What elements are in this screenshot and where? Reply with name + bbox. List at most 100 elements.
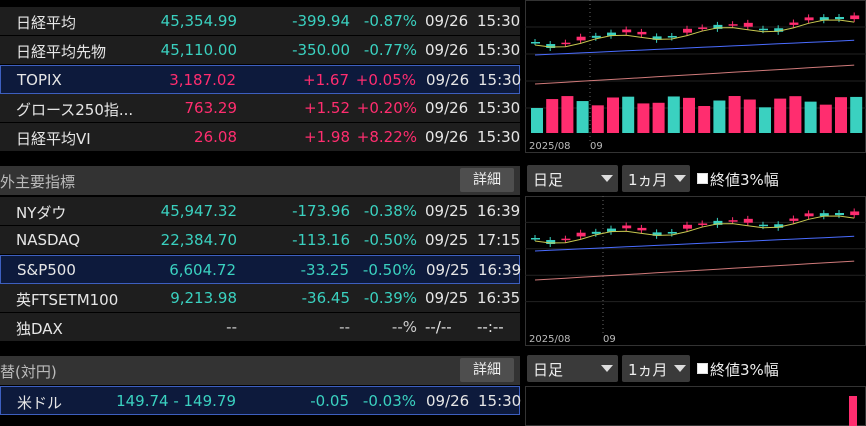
cell: 26.08 [194, 128, 237, 146]
cell: -113.16 [292, 231, 350, 249]
cell: +1.67 [303, 71, 349, 89]
quote-row[interactable]: 英FTSETM100 9,213.98 -36.45 -0.39% 09/25 16:35 [0, 284, 520, 313]
chart-shape [759, 107, 771, 133]
quote-row[interactable]: TOPIX 3,187.02 +1.67 +0.05% 09/26 15:30 [0, 65, 522, 94]
quote-row[interactable]: 日経平均先物 45,110.00 -350.00 -0.77% 09/26 15:30 [0, 36, 520, 65]
chart-shape [525, 196, 866, 346]
chart-shape [622, 29, 632, 33]
chart-shape [591, 35, 601, 38]
cell: 9,213.98 [170, 289, 237, 307]
quote-row[interactable]: NYダウ 45,947.32 -173.96 -0.38% 09/25 16:39 [0, 197, 520, 226]
chart-shape [534, 64, 855, 85]
cell: 15:30 [477, 128, 521, 146]
cell: +0.05% [355, 71, 416, 89]
mini-chart: 2025/08 09 [525, 0, 866, 153]
cell: 15:30 [477, 99, 521, 117]
chart-shape [759, 28, 768, 31]
cell: 763.29 [184, 99, 238, 117]
interval-dropdown[interactable]: 日足 [527, 355, 618, 382]
chart-shape [789, 96, 802, 133]
chart-shape [819, 104, 832, 133]
cell: 22,384.70 [160, 231, 237, 249]
chart-shape [849, 396, 857, 426]
cell: 17:15 [477, 231, 521, 249]
quote-row[interactable]: 独DAX -- -- --% --/-- --:-- [0, 313, 520, 342]
chart-shape [534, 215, 855, 244]
chart-shape [591, 231, 601, 234]
cell: --:-- [477, 318, 504, 336]
cell: 16:39 [478, 261, 522, 279]
axis-label: 09 [603, 334, 616, 345]
cell: 09/26 [425, 99, 469, 117]
cell: 09/26 [425, 128, 469, 146]
chart-shape [804, 213, 814, 217]
chart-shape [576, 101, 589, 133]
cell: +1.52 [304, 99, 350, 117]
chart-shape [743, 99, 756, 133]
interval-dropdown[interactable]: 日足 [527, 165, 618, 192]
cell: 16:35 [477, 289, 521, 307]
axis-label: 2025/08 [529, 334, 571, 345]
chart-shape [561, 42, 571, 45]
chart-shape [534, 235, 855, 252]
section-title: 外主要指標 [0, 173, 76, 191]
chart-shape [607, 97, 619, 133]
axis-label: 2025/08 [529, 141, 571, 152]
chart-shape [637, 31, 647, 35]
cell: TOPIX [17, 71, 62, 89]
range-dropdown[interactable]: 1ヵ月 [622, 165, 690, 192]
chart-shape [531, 108, 543, 133]
chart-shape [531, 42, 540, 44]
chart-shape [850, 15, 860, 20]
detail-button[interactable]: 詳細 [460, 168, 514, 192]
cell: 15:30 [477, 12, 521, 30]
dropdown-arrow [674, 175, 686, 182]
chart-shape [576, 36, 586, 41]
quote-row[interactable]: 米ドル 149.74 - 149.79 -0.05 -0.03% 09/26 15:30 [0, 386, 521, 415]
quote-row[interactable]: 日経平均 45,354.99 -399.94 -0.87% 09/26 15:30 [0, 7, 520, 36]
cell: 45,947.32 [160, 202, 237, 220]
detail-button[interactable]: 詳細 [460, 358, 514, 382]
checkbox[interactable] [697, 363, 708, 374]
range-dropdown[interactable]: 1ヵ月 [622, 355, 690, 382]
chart-shape [637, 103, 650, 133]
chart-shape [652, 232, 662, 236]
chart-shape [561, 238, 571, 241]
cell: 09/26 [425, 12, 469, 30]
chart-shape [622, 225, 632, 229]
quote-row[interactable]: NASDAQ 22,384.70 -113.16 -0.50% 09/25 17:15 [0, 226, 520, 255]
cell: +8.22% [356, 128, 417, 146]
quote-row[interactable]: グロース250指... 763.29 +1.52 +0.20% 09/26 15:30 [0, 94, 520, 123]
chart-shape [728, 96, 741, 133]
chart-shape [774, 224, 784, 228]
chart-shape [534, 39, 855, 56]
cell: 09/25 [425, 231, 469, 249]
chart-shape [804, 17, 814, 21]
chart-shape [774, 28, 784, 32]
cell: NASDAQ [16, 231, 81, 249]
section-header: 外主要指標 詳細 [0, 166, 520, 195]
chart-shape [835, 16, 844, 20]
chart-shape [525, 386, 866, 426]
dropdown-arrow [601, 365, 613, 372]
cell: 6,604.72 [169, 261, 236, 279]
cell: 15:30 [478, 71, 522, 89]
chart-shape [534, 19, 855, 48]
section-header: 替(対円) 詳細 [0, 356, 520, 385]
cell: 45,354.99 [160, 12, 237, 30]
checkbox[interactable] [697, 173, 708, 184]
chart-shape [546, 99, 559, 133]
chart-shape [546, 240, 556, 244]
cell: 日経平均 [16, 14, 77, 32]
quote-row[interactable]: 日経平均VI 26.08 +1.98 +8.22% 09/26 15:30 [0, 123, 520, 152]
chart-shape [713, 100, 726, 133]
chart-shape [683, 28, 692, 33]
axis-label: 09 [590, 141, 603, 152]
chart-shape [713, 220, 723, 225]
cell: +0.20% [356, 99, 417, 117]
quote-row[interactable]: S&P500 6,604.72 -33.25 -0.50% 09/25 16:39 [0, 255, 522, 284]
chart-shape [698, 106, 711, 133]
mini-chart: 2025/08 09 [525, 196, 866, 346]
chart-shape [622, 96, 635, 133]
chart-shape [576, 232, 586, 237]
